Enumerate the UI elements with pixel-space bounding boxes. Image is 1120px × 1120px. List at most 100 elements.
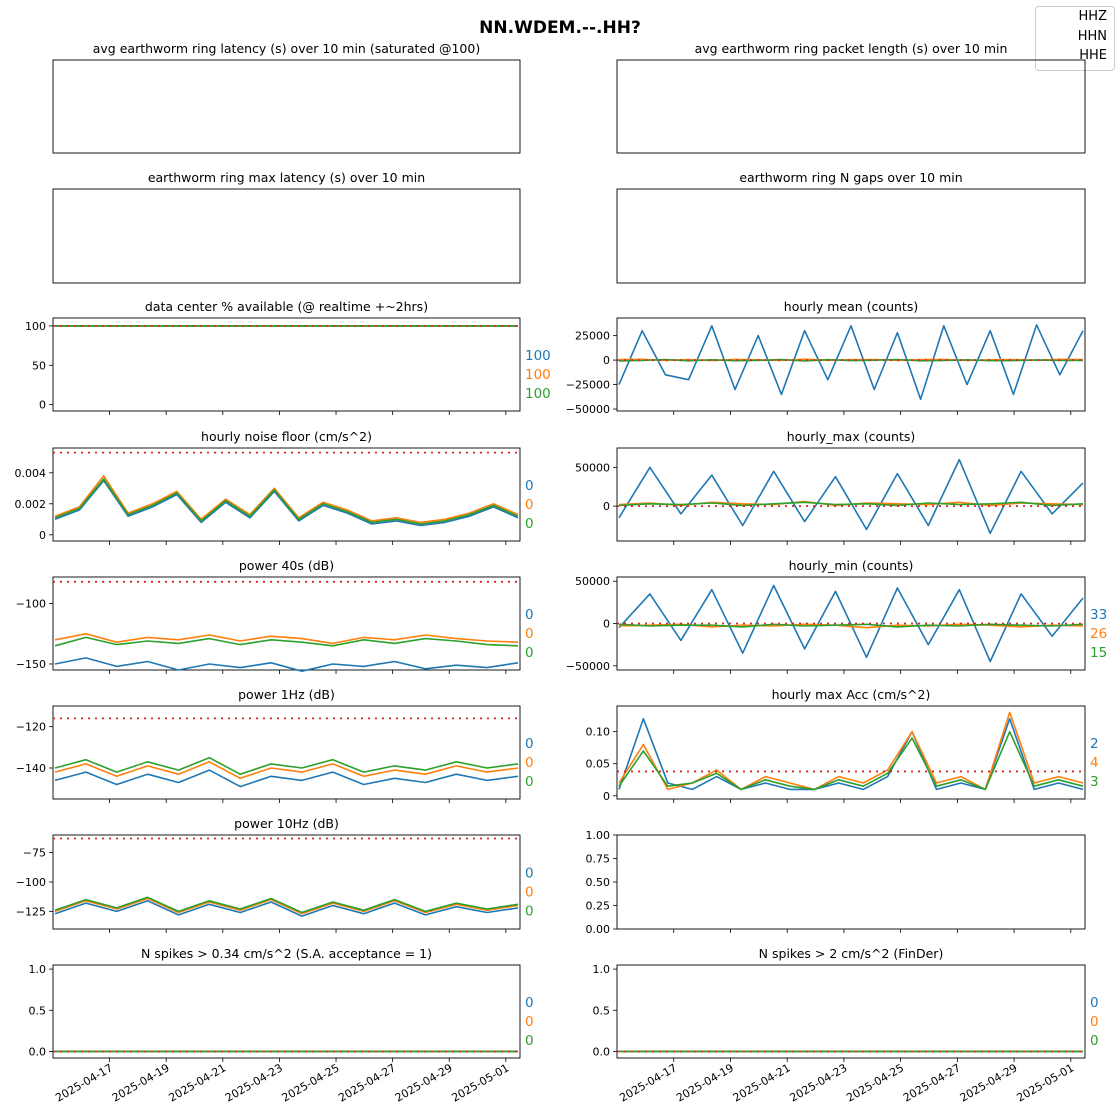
avg-latency-title: avg earthworm ring latency (s) over 10 m…	[93, 41, 480, 56]
spikes-sa-summary-0: 0	[525, 995, 534, 1011]
packet-length-title: avg earthworm ring packet length (s) ove…	[695, 41, 1008, 56]
hourly-mean-ytick-label: 0	[603, 354, 610, 367]
power-40s-summary-0: 0	[525, 607, 534, 623]
noise-floor-ytick-label: 0.002	[15, 498, 47, 511]
max-latency-frame	[52, 188, 521, 284]
spikes-finder-ytick-label: 0.0	[593, 1045, 611, 1058]
power-40s-frame	[52, 576, 521, 671]
power-40s-summary-1: 0	[525, 626, 534, 642]
spikes-finder-xtick-label: 2025-04-27	[901, 1061, 963, 1104]
power-40s-ytick-label: −150	[16, 658, 46, 671]
spikes-sa-ytick-label: 1.0	[29, 963, 47, 976]
power-10hz-series-hhe	[54, 896, 519, 914]
n-gaps-frame	[616, 188, 1086, 284]
hourly-min-summary-1: 26	[1090, 626, 1107, 642]
power-1hz-frame	[52, 705, 521, 800]
max-acc-summary-2: 3	[1090, 774, 1099, 790]
availability-ytick-label: 0	[39, 399, 46, 412]
max-acc-ytick-label: 0.10	[586, 726, 611, 739]
power-40s-summary-2: 0	[525, 645, 534, 661]
legend-item-hhz: HHZ	[1078, 9, 1107, 24]
figure-title: NN.WDEM.--.HH?	[479, 18, 641, 38]
spikes-finder-xtick-label: 2025-04-19	[674, 1061, 736, 1104]
hourly-min-series-hhe	[618, 623, 1084, 628]
hourly-min-title: hourly_min (counts)	[789, 558, 914, 573]
power-1hz-ytick-label: −140	[16, 762, 46, 775]
legend-item-hhe: HHE	[1079, 48, 1107, 63]
power-10hz-series-hhn	[54, 897, 519, 915]
noise-floor-series-hhe	[54, 478, 519, 525]
hourly-max-frame	[616, 447, 1086, 542]
spikes-finder-xtick-label: 2025-04-17	[617, 1061, 679, 1104]
availability-frame	[52, 317, 521, 412]
blank-panel-ytick-label: 0.00	[586, 923, 611, 936]
spikes-finder-ytick-label: 1.0	[593, 963, 611, 976]
max-acc-title: hourly max Acc (cm/s^2)	[772, 687, 931, 702]
hourly-mean-title: hourly mean (counts)	[784, 299, 918, 314]
spikes-finder-summary-0: 0	[1090, 995, 1099, 1011]
spikes-finder-summary-2: 0	[1090, 1033, 1099, 1049]
availability-summary-2: 100	[525, 386, 551, 402]
hourly-min-summary-0: 33	[1090, 607, 1107, 623]
power-40s-series-hhn	[54, 632, 519, 645]
hourly-min-ytick-label: 0	[603, 618, 610, 631]
spikes-sa-xtick-label: 2025-04-19	[110, 1061, 172, 1104]
hourly-max-ytick-label: 0	[603, 500, 610, 513]
noise-floor-summary-1: 0	[525, 497, 534, 513]
spikes-finder-xtick-label: 2025-04-29	[958, 1061, 1020, 1104]
power-10hz-summary-2: 0	[525, 903, 534, 919]
spikes-sa-ytick-label: 0.5	[29, 1004, 47, 1017]
power-10hz-title: power 10Hz (dB)	[234, 816, 339, 831]
spikes-sa-summary-2: 0	[525, 1033, 534, 1049]
spikes-finder-xtick-label: 2025-04-23	[788, 1061, 850, 1104]
max-acc-ytick-label: 0	[603, 790, 610, 803]
hourly-mean-series-hhz	[618, 324, 1084, 401]
noise-floor-title: hourly noise floor (cm/s^2)	[201, 429, 372, 444]
avg-latency-frame	[52, 59, 521, 154]
packet-length-frame	[616, 59, 1086, 154]
spikes-sa-xtick-label: 2025-04-25	[280, 1061, 342, 1104]
spikes-finder-xtick-label: 2025-05-01	[1014, 1061, 1076, 1104]
power-10hz-ytick-label: −100	[16, 876, 46, 889]
power-40s-series-hhz	[54, 657, 519, 673]
noise-floor-series-hhn	[54, 475, 519, 524]
spikes-finder-title: N spikes > 2 cm/s^2 (FinDer)	[759, 946, 944, 961]
blank-panel-ytick-label: 1.00	[586, 829, 611, 842]
spikes-finder-summary-1: 0	[1090, 1014, 1099, 1030]
blank-panel-ytick-label: 0.50	[586, 876, 611, 889]
noise-floor-frame	[52, 447, 521, 542]
hourly-min-summary-2: 15	[1090, 645, 1107, 661]
power-10hz-ytick-label: −125	[16, 905, 46, 918]
noise-floor-series-hhz	[54, 479, 519, 527]
hourly-max-title: hourly_max (counts)	[787, 429, 916, 444]
spikes-sa-xtick-label: 2025-04-17	[53, 1061, 115, 1104]
spikes-sa-xtick-label: 2025-04-27	[336, 1061, 398, 1104]
power-40s-title: power 40s (dB)	[239, 558, 334, 573]
noise-floor-ytick-label: 0	[39, 529, 46, 542]
max-acc-series-hhe	[618, 730, 1084, 791]
availability-summary-0: 100	[525, 348, 551, 364]
hourly-max-ytick-label: 50000	[575, 461, 610, 474]
power-40s-series-hhe	[54, 636, 519, 647]
power-1hz-summary-0: 0	[525, 736, 534, 752]
blank-panel-frame	[616, 834, 1086, 930]
spikes-sa-xtick-label: 2025-04-21	[166, 1061, 228, 1104]
max-acc-series-hhn	[618, 711, 1084, 791]
hourly-min-ytick-label: −50000	[566, 660, 610, 673]
spikes-finder-ytick-label: 0.5	[593, 1004, 611, 1017]
n-gaps-title: earthworm ring N gaps over 10 min	[739, 170, 962, 185]
availability-ytick-label: 100	[25, 320, 46, 333]
power-1hz-ytick-label: −120	[16, 721, 46, 734]
max-latency-title: earthworm ring max latency (s) over 10 m…	[148, 170, 425, 185]
power-40s-ytick-label: −100	[16, 598, 46, 611]
hourly-mean-series-hhe	[618, 358, 1084, 362]
spikes-sa-xtick-label: 2025-05-01	[449, 1061, 511, 1104]
power-1hz-series-hhz	[54, 769, 519, 788]
spikes-finder-xtick-label: 2025-04-21	[731, 1061, 793, 1104]
spikes-sa-ytick-label: 0.0	[29, 1045, 47, 1058]
spikes-sa-title: N spikes > 0.34 cm/s^2 (S.A. acceptance …	[141, 946, 432, 961]
power-10hz-summary-1: 0	[525, 884, 534, 900]
blank-panel-ytick-label: 0.75	[586, 853, 611, 866]
legend-item-hhn: HHN	[1077, 28, 1107, 44]
hourly-max-series-hhz	[618, 458, 1084, 535]
